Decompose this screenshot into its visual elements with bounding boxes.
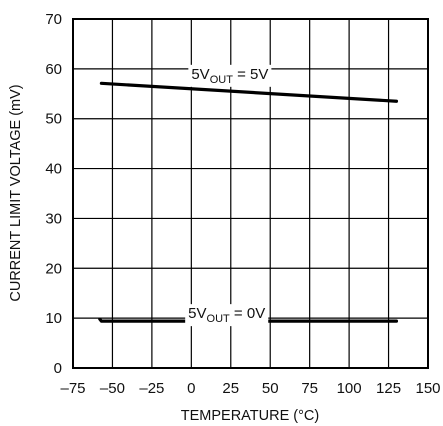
series-lines: [98, 81, 399, 323]
x-tick-label: 25: [222, 380, 239, 397]
x-tick-label: 75: [301, 380, 318, 397]
y-tick-label: 70: [45, 11, 62, 28]
x-tick-label: 100: [337, 380, 362, 397]
y-tick-label: 10: [45, 310, 62, 327]
series-labels: 5VOUT = 5V 5VOUT = 0V: [185, 64, 272, 327]
y-tick-label: 40: [45, 161, 62, 178]
x-tick-label: 125: [376, 380, 401, 397]
x-tick-label: –50: [100, 380, 125, 397]
y-tick-label: 50: [45, 111, 62, 128]
x-tick-label: 0: [187, 380, 195, 397]
series-line-2: [98, 317, 399, 323]
y-tick-label: 30: [45, 210, 62, 227]
y-tick-labels: 0 10 20 30 40 50 60 70: [45, 11, 62, 377]
x-tick-label: –25: [139, 380, 164, 397]
y-tick-label: 20: [45, 260, 62, 277]
x-tick-label: 50: [262, 380, 279, 397]
series-label-1: 5VOUT = 5V: [191, 66, 268, 86]
x-tick-labels: –75 –50 –25 0 25 50 75 100 125 150: [60, 380, 440, 397]
y-tick-label: 0: [54, 360, 62, 377]
plot-frame: [72, 18, 429, 369]
series-label-2: 5VOUT = 0V: [188, 305, 265, 325]
series-line-1: [99, 81, 399, 103]
x-tick-label: 150: [415, 380, 440, 397]
series-label-background: [185, 304, 269, 327]
y-axis-title: CURRENT LIMIT VOLTAGE (mV): [8, 84, 24, 301]
y-tick-label: 60: [45, 61, 62, 78]
x-axis-title: TEMPERATURE (°C): [181, 408, 319, 424]
series-label-background: [188, 64, 272, 87]
x-tick-label: –75: [60, 380, 85, 397]
